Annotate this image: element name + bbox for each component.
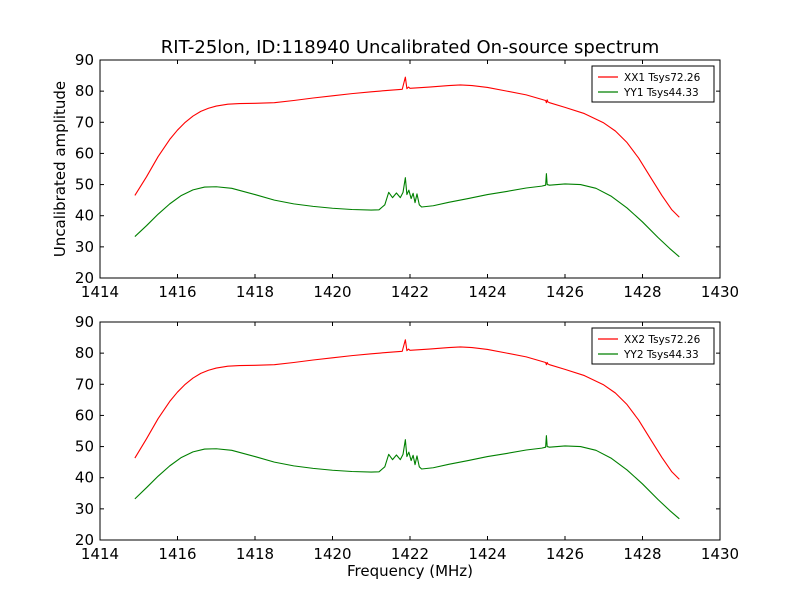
legend-entry: YY2 Tsys44.33 <box>623 349 699 361</box>
series-line-xx <box>134 339 680 480</box>
series-line-yy <box>134 435 680 520</box>
x-tick-label: 1422 <box>391 283 429 301</box>
x-tick-label: 1416 <box>158 283 196 301</box>
bottom-panel: 1414 1416 1418 1420 1422 1424 1426 1428 1430 20 30… <box>75 313 739 563</box>
x-tick-label: 1430 <box>701 283 739 301</box>
y-tick-label: 30 <box>75 500 94 518</box>
y-tick-label: 80 <box>75 82 94 100</box>
series-line-xx <box>134 76 680 218</box>
y-tick-label: 50 <box>75 438 94 456</box>
x-tick-label: 1420 <box>313 283 351 301</box>
x-tick-label: 1422 <box>391 545 429 563</box>
y-tick-label: 60 <box>75 144 94 162</box>
legend-entry: YY1 Tsys44.33 <box>623 87 699 99</box>
x-tick-label: 1418 <box>236 545 274 563</box>
y-tick-label: 40 <box>75 469 94 487</box>
y-tick-label: 80 <box>75 344 94 362</box>
chart-title: RIT-25lon, ID:118940 Uncalibrated On-sou… <box>161 37 659 58</box>
x-tick-label: 1416 <box>158 545 196 563</box>
legend-box <box>591 65 715 103</box>
y-tick-label: 60 <box>75 406 94 424</box>
x-tick-label: 1418 <box>236 283 274 301</box>
y-tick-label: 50 <box>75 176 94 194</box>
x-tick-label: 1426 <box>546 283 584 301</box>
y-tick-label: 20 <box>75 269 94 287</box>
x-tick-label: 1424 <box>468 545 506 563</box>
x-tick-label: 1426 <box>546 545 584 563</box>
x-tick-label: 1428 <box>623 545 661 563</box>
x-tick-label: 1420 <box>313 545 351 563</box>
y-tick-label: 70 <box>75 375 94 393</box>
x-tick-label: 1424 <box>468 283 506 301</box>
y-tick-label: 40 <box>75 207 94 225</box>
x-tick-label: 1414 <box>81 283 119 301</box>
legend-box <box>591 327 715 365</box>
x-tick-label: 1428 <box>623 283 661 301</box>
x-tick-label: 1414 <box>81 545 119 563</box>
x-tick-label: 1430 <box>701 545 739 563</box>
legend-entry: XX2 Tsys72.26 <box>624 334 701 346</box>
y-tick-label: 70 <box>75 113 94 131</box>
y-tick-label: 90 <box>75 51 94 69</box>
y-axis-label: Uncalibrated amplitude <box>51 81 69 257</box>
y-tick-label: 90 <box>75 313 94 331</box>
x-axis-label: Frequency (MHz) <box>347 562 473 580</box>
y-tick-label: 20 <box>75 531 94 549</box>
y-tick-label: 30 <box>75 238 94 256</box>
series-line-yy <box>134 173 680 258</box>
top-panel: 1414 1416 1418 1420 1422 1424 1426 1428 1430 20 30… <box>75 51 739 301</box>
legend-entry: XX1 Tsys72.26 <box>624 72 701 84</box>
